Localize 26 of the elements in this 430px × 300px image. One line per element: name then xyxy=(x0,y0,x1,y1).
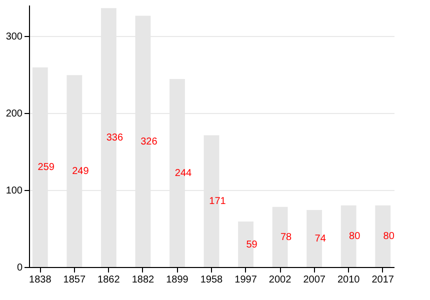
data-label: 80 xyxy=(383,231,395,242)
data-label: 74 xyxy=(314,233,326,244)
x-tick-label: 1958 xyxy=(200,274,224,286)
x-tick-label: 1882 xyxy=(132,274,155,286)
y-tick-label: 0 xyxy=(16,262,23,274)
x-tick-label: 1997 xyxy=(234,274,258,286)
data-label: 80 xyxy=(349,231,361,242)
y-tick-label: 200 xyxy=(6,108,23,120)
x-tick-label: 1899 xyxy=(166,274,189,286)
data-label: 326 xyxy=(140,136,158,148)
data-label: 259 xyxy=(38,162,55,174)
x-tick-label: 1857 xyxy=(63,274,86,286)
data-label: 336 xyxy=(106,132,124,144)
x-tick-label: 2017 xyxy=(372,274,394,286)
x-tick-label: 2007 xyxy=(303,274,326,286)
data-label: 78 xyxy=(280,232,292,243)
x-tick-label: 2010 xyxy=(337,274,360,286)
data-label: 59 xyxy=(246,239,258,250)
data-label: 249 xyxy=(72,166,90,178)
x-tick-label: 1838 xyxy=(29,274,52,286)
x-tick-label: 2002 xyxy=(268,274,292,286)
y-tick-label: 300 xyxy=(6,31,23,42)
data-label: 171 xyxy=(209,196,226,208)
data-label: 244 xyxy=(174,168,192,179)
x-tick-label: 1862 xyxy=(98,274,120,286)
y-tick-label: 100 xyxy=(6,185,23,196)
